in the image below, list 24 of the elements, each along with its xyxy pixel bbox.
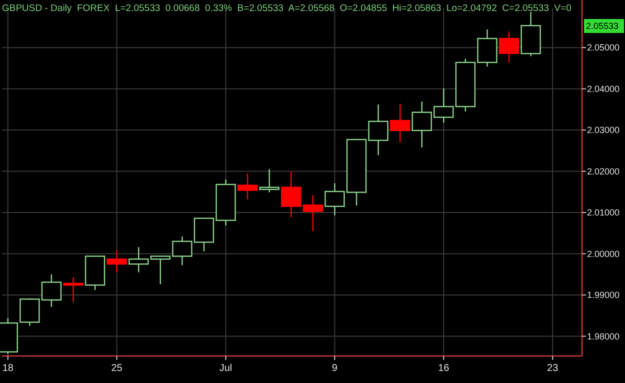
candlestick — [63, 276, 84, 303]
y-tick-label: 1.98000 — [587, 331, 620, 342]
y-tick-label: 1.99000 — [587, 290, 620, 300]
y-tick-label: 2.05000 — [587, 42, 620, 53]
candlestick — [259, 168, 280, 193]
candlestick — [281, 170, 302, 218]
y-tick-label: 2.02000 — [587, 166, 620, 176]
candlestick — [106, 249, 127, 273]
y-tick-label: 2.01000 — [587, 208, 620, 218]
x-tick-label: 18 — [2, 363, 14, 374]
x-tick-label: 25 — [111, 363, 123, 374]
x-tick-label: 9 — [332, 363, 338, 374]
y-tick-label: 2.04000 — [587, 84, 620, 94]
y-tick-label: 2.03000 — [587, 125, 620, 136]
chart-title: GBPUSD - Daily FOREX L=2.05533 0.00668 0.33% B=2.05533 A=2.05568 O=2.04855 Hi=2.05863 Lo=2.04792 C=2.05533 V=0 — [2, 3, 572, 14]
candlestick — [302, 194, 324, 232]
x-tick-label: 16 — [438, 363, 450, 374]
text: 2.05533 — [586, 21, 619, 32]
candlestick — [237, 172, 258, 200]
candlestick — [390, 103, 410, 144]
x-tick-label: 23 — [547, 363, 559, 374]
candlestick — [520, 11, 541, 57]
x-tick-label: Jul — [219, 363, 232, 374]
y-tick-label: 2.00000 — [587, 248, 620, 259]
